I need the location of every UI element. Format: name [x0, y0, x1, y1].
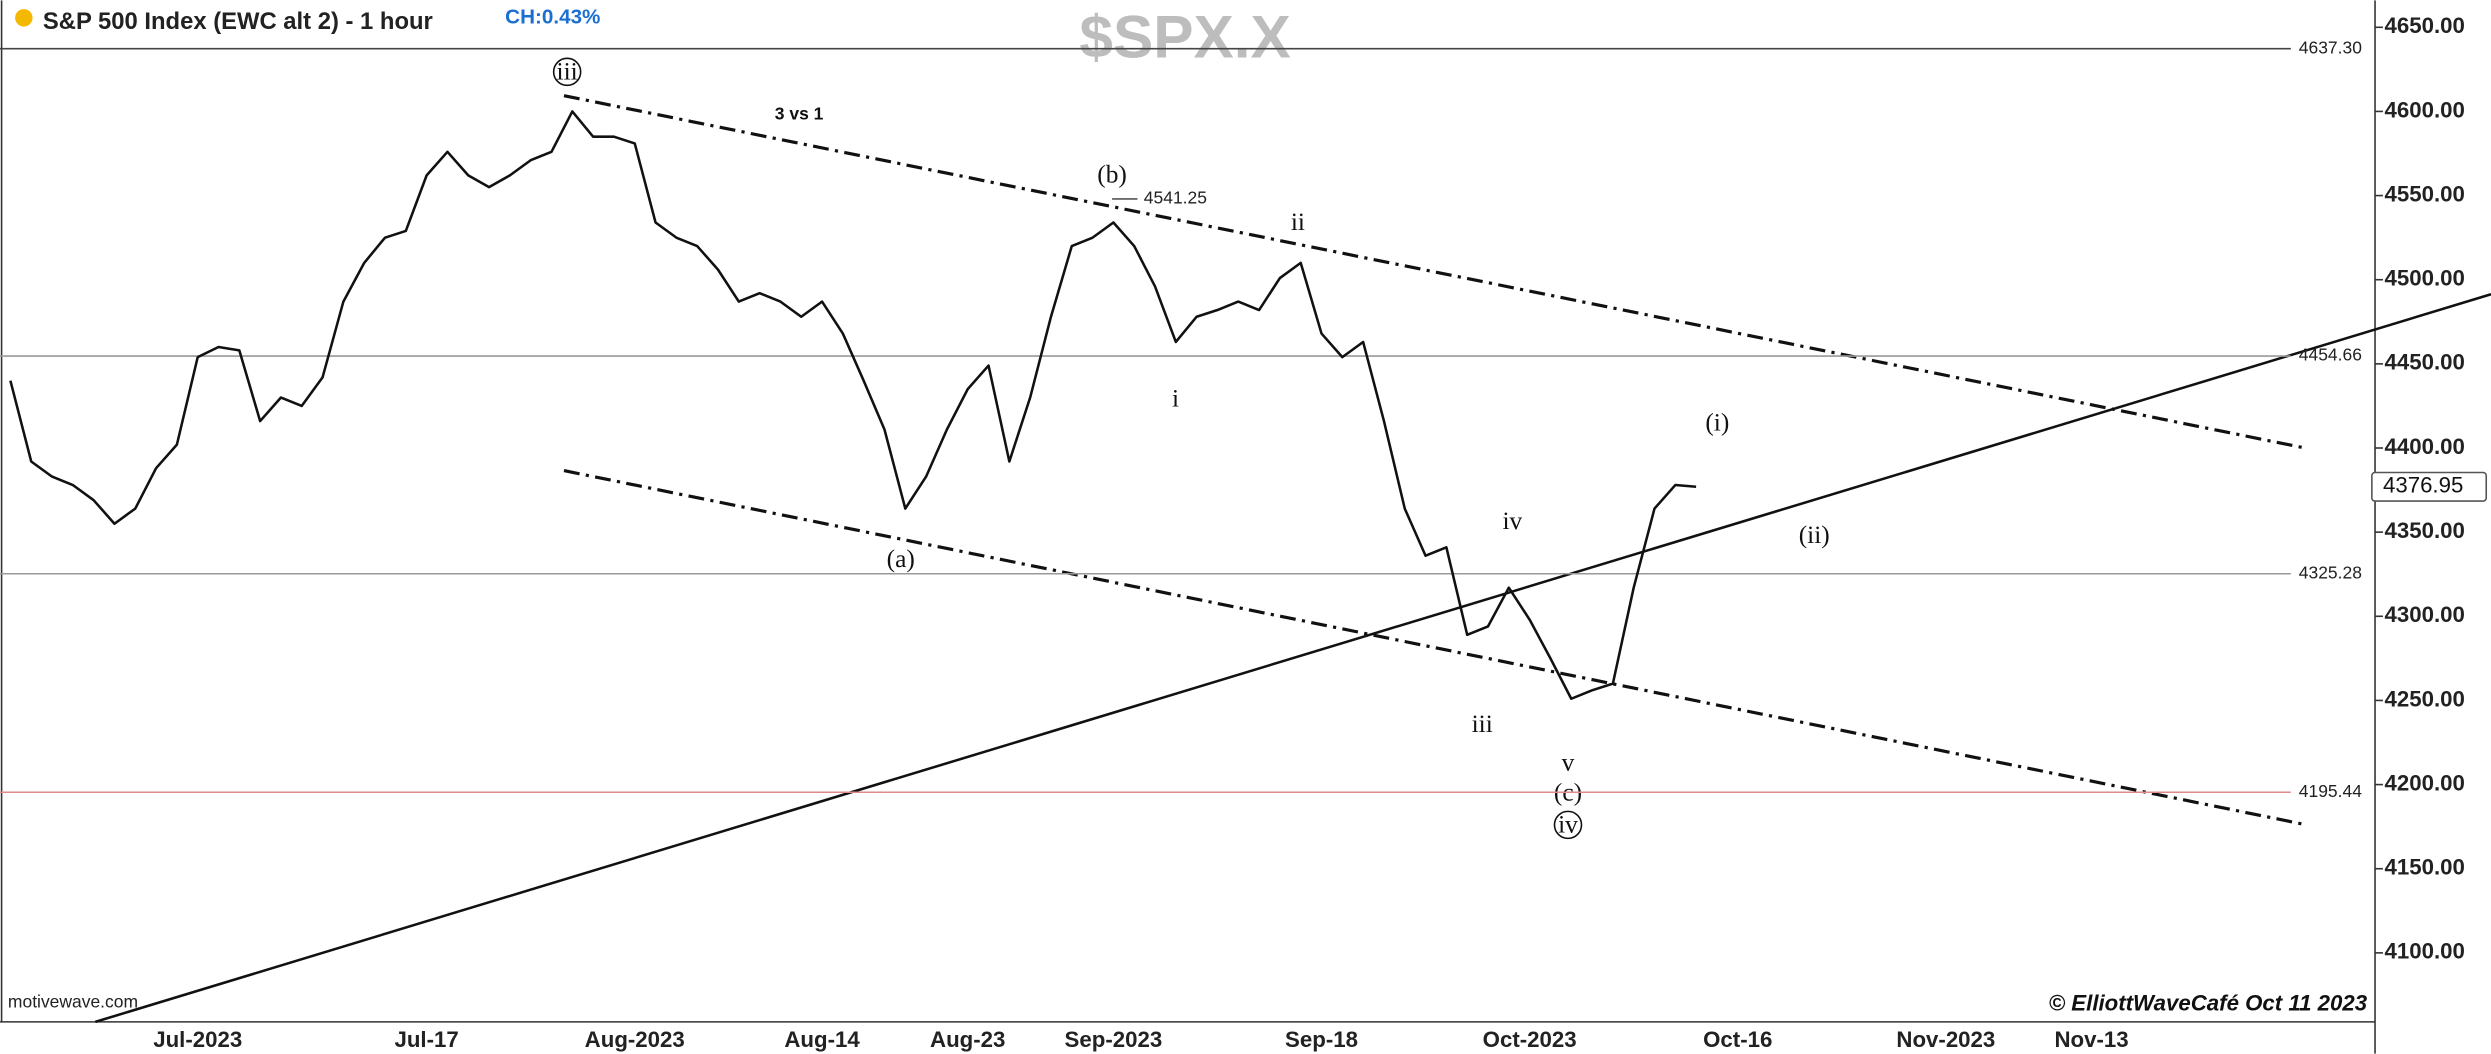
x-tick-label: Sep-18	[1285, 1027, 1358, 1052]
status-dot	[15, 9, 33, 27]
wave-label: iv	[1503, 507, 1523, 535]
wave-label: (a)	[887, 545, 915, 573]
wave-label: v	[1562, 748, 1575, 776]
trend-line	[563, 469, 2308, 827]
x-tick-label: Jul-17	[394, 1027, 458, 1052]
x-tick-label: Aug-23	[930, 1027, 1005, 1052]
wave-label: (b)	[1097, 161, 1127, 189]
last-price-label: 4376.95	[2383, 473, 2463, 498]
y-tick-label: 4150.00	[2385, 855, 2465, 880]
change-label: CH:0.43%	[505, 5, 600, 28]
price-line	[9, 110, 1697, 701]
y-tick-label: 4200.00	[2385, 770, 2465, 795]
y-tick-label: 4650.00	[2385, 13, 2465, 38]
wave-label: iv	[1558, 810, 1578, 838]
chart-title: S&P 500 Index (EWC alt 2) - 1 hour	[43, 8, 433, 35]
x-tick-label: Aug-2023	[585, 1027, 685, 1052]
y-tick-label: 4400.00	[2385, 434, 2465, 459]
annotation: 4541.25	[1144, 188, 1207, 208]
x-tick-label: Jul-2023	[153, 1027, 242, 1052]
x-tick-label: Nov-13	[2054, 1027, 2128, 1052]
y-tick-label: 4250.00	[2385, 686, 2465, 711]
trend-line	[94, 293, 2491, 1024]
wave-label: (ii)	[1799, 521, 1830, 549]
reference-label: 4325.28	[2299, 562, 2362, 582]
x-tick-label: Oct-16	[1703, 1027, 1772, 1052]
wave-label: ii	[1291, 208, 1305, 236]
wave-label: (i)	[1705, 408, 1729, 436]
source-label: motivewave.com	[8, 991, 138, 1011]
wave-label: i	[1172, 385, 1179, 413]
wave-circle	[552, 57, 582, 87]
x-tick-label: Aug-14	[784, 1027, 860, 1052]
wave-circle	[1553, 810, 1583, 840]
x-tick-label: Sep-2023	[1065, 1027, 1163, 1052]
y-tick-label: 4500.00	[2385, 266, 2465, 291]
y-tick-label: 4450.00	[2385, 350, 2465, 375]
annotation: 3 vs 1	[775, 103, 824, 123]
copyright: © ElliottWaveCafé Oct 11 2023	[2049, 990, 2368, 1015]
wave-label: iii	[557, 57, 578, 85]
y-tick-label: 4550.00	[2385, 181, 2465, 206]
wave-label: iii	[1472, 710, 1493, 738]
trend-line	[563, 94, 2308, 450]
y-tick-label: 4600.00	[2385, 97, 2465, 122]
symbol-watermark: $SPX.X	[1079, 3, 1290, 71]
reference-label: 4195.44	[2299, 781, 2362, 801]
y-tick-label: 4350.00	[2385, 518, 2465, 543]
reference-label: 4637.30	[2299, 37, 2362, 57]
x-tick-label: Nov-2023	[1896, 1027, 1995, 1052]
y-tick-label: 4300.00	[2385, 602, 2465, 627]
y-tick-label: 4100.00	[2385, 939, 2465, 964]
x-tick-label: Oct-2023	[1483, 1027, 1577, 1052]
reference-label: 4454.66	[2299, 345, 2362, 365]
last-price-box	[2371, 471, 2488, 502]
